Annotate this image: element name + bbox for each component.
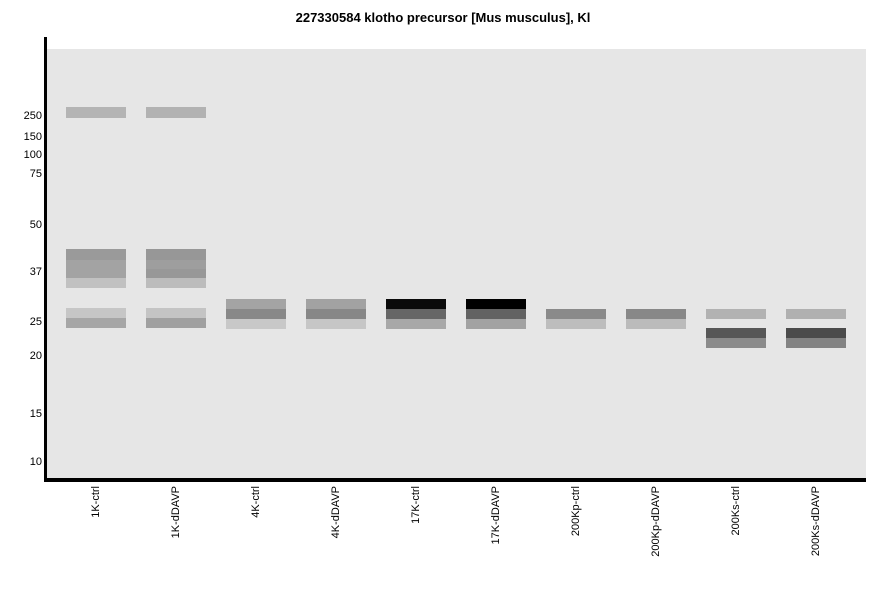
lane-label: 4K-ctrl — [250, 486, 262, 518]
blot-band — [306, 299, 366, 309]
y-tick-label: 75 — [29, 168, 42, 180]
blot-band — [626, 309, 686, 319]
blot-band — [226, 319, 286, 329]
blot-band — [786, 328, 846, 338]
lane-label: 200Ks-dDAVP — [810, 486, 822, 557]
blot-band — [66, 249, 126, 260]
blot-band — [66, 107, 126, 118]
lane-label: 200Kp-dDAVP — [650, 486, 662, 557]
blot-band — [786, 338, 846, 348]
blot-band — [706, 309, 766, 319]
lane-label: 4K-dDAVP — [330, 486, 342, 539]
blot-band — [306, 309, 366, 319]
blot-band — [66, 318, 126, 328]
blot-band — [146, 318, 206, 328]
y-tick-label: 100 — [23, 149, 42, 161]
blot-band — [386, 299, 446, 309]
blot-band — [786, 309, 846, 319]
y-tick-label: 150 — [23, 131, 42, 143]
blot-band — [386, 309, 446, 319]
y-tick-label: 15 — [29, 408, 42, 420]
x-axis-line — [44, 478, 866, 482]
lane-label: 17K-ctrl — [410, 486, 422, 524]
lane-label: 200Kp-ctrl — [570, 486, 582, 537]
blot-band — [626, 319, 686, 329]
blot-band — [146, 249, 206, 260]
y-tick-label: 50 — [29, 219, 42, 231]
blot-band — [706, 338, 766, 348]
y-axis-line — [44, 37, 47, 482]
blot-band — [146, 278, 206, 288]
blot-band — [146, 107, 206, 118]
y-tick-label: 37 — [29, 266, 42, 278]
chart-title: 227330584 klotho precursor [Mus musculus… — [295, 10, 591, 25]
blot-band — [546, 319, 606, 329]
lane-label: 200Ks-ctrl — [730, 486, 742, 536]
blot-band — [66, 260, 126, 278]
lane-label: 1K-dDAVP — [170, 486, 182, 539]
blot-band — [226, 299, 286, 309]
blot-band — [466, 299, 526, 309]
blot-band — [706, 328, 766, 338]
y-tick-label: 20 — [29, 350, 42, 362]
blot-band — [546, 309, 606, 319]
blot-band — [466, 319, 526, 329]
lane-label: 1K-ctrl — [90, 486, 102, 518]
blot-band — [386, 319, 446, 329]
blot-band — [226, 309, 286, 319]
lane-label: 17K-dDAVP — [490, 486, 502, 545]
y-tick-label: 10 — [29, 456, 42, 468]
y-tick-label: 250 — [23, 110, 42, 122]
blot-band — [466, 309, 526, 319]
y-tick-label: 25 — [29, 316, 42, 328]
blot-band — [306, 319, 366, 329]
blot-band — [146, 260, 206, 269]
blot-band — [66, 308, 126, 318]
blot-band — [66, 278, 126, 288]
blot-band — [146, 269, 206, 278]
blot-band — [146, 308, 206, 318]
